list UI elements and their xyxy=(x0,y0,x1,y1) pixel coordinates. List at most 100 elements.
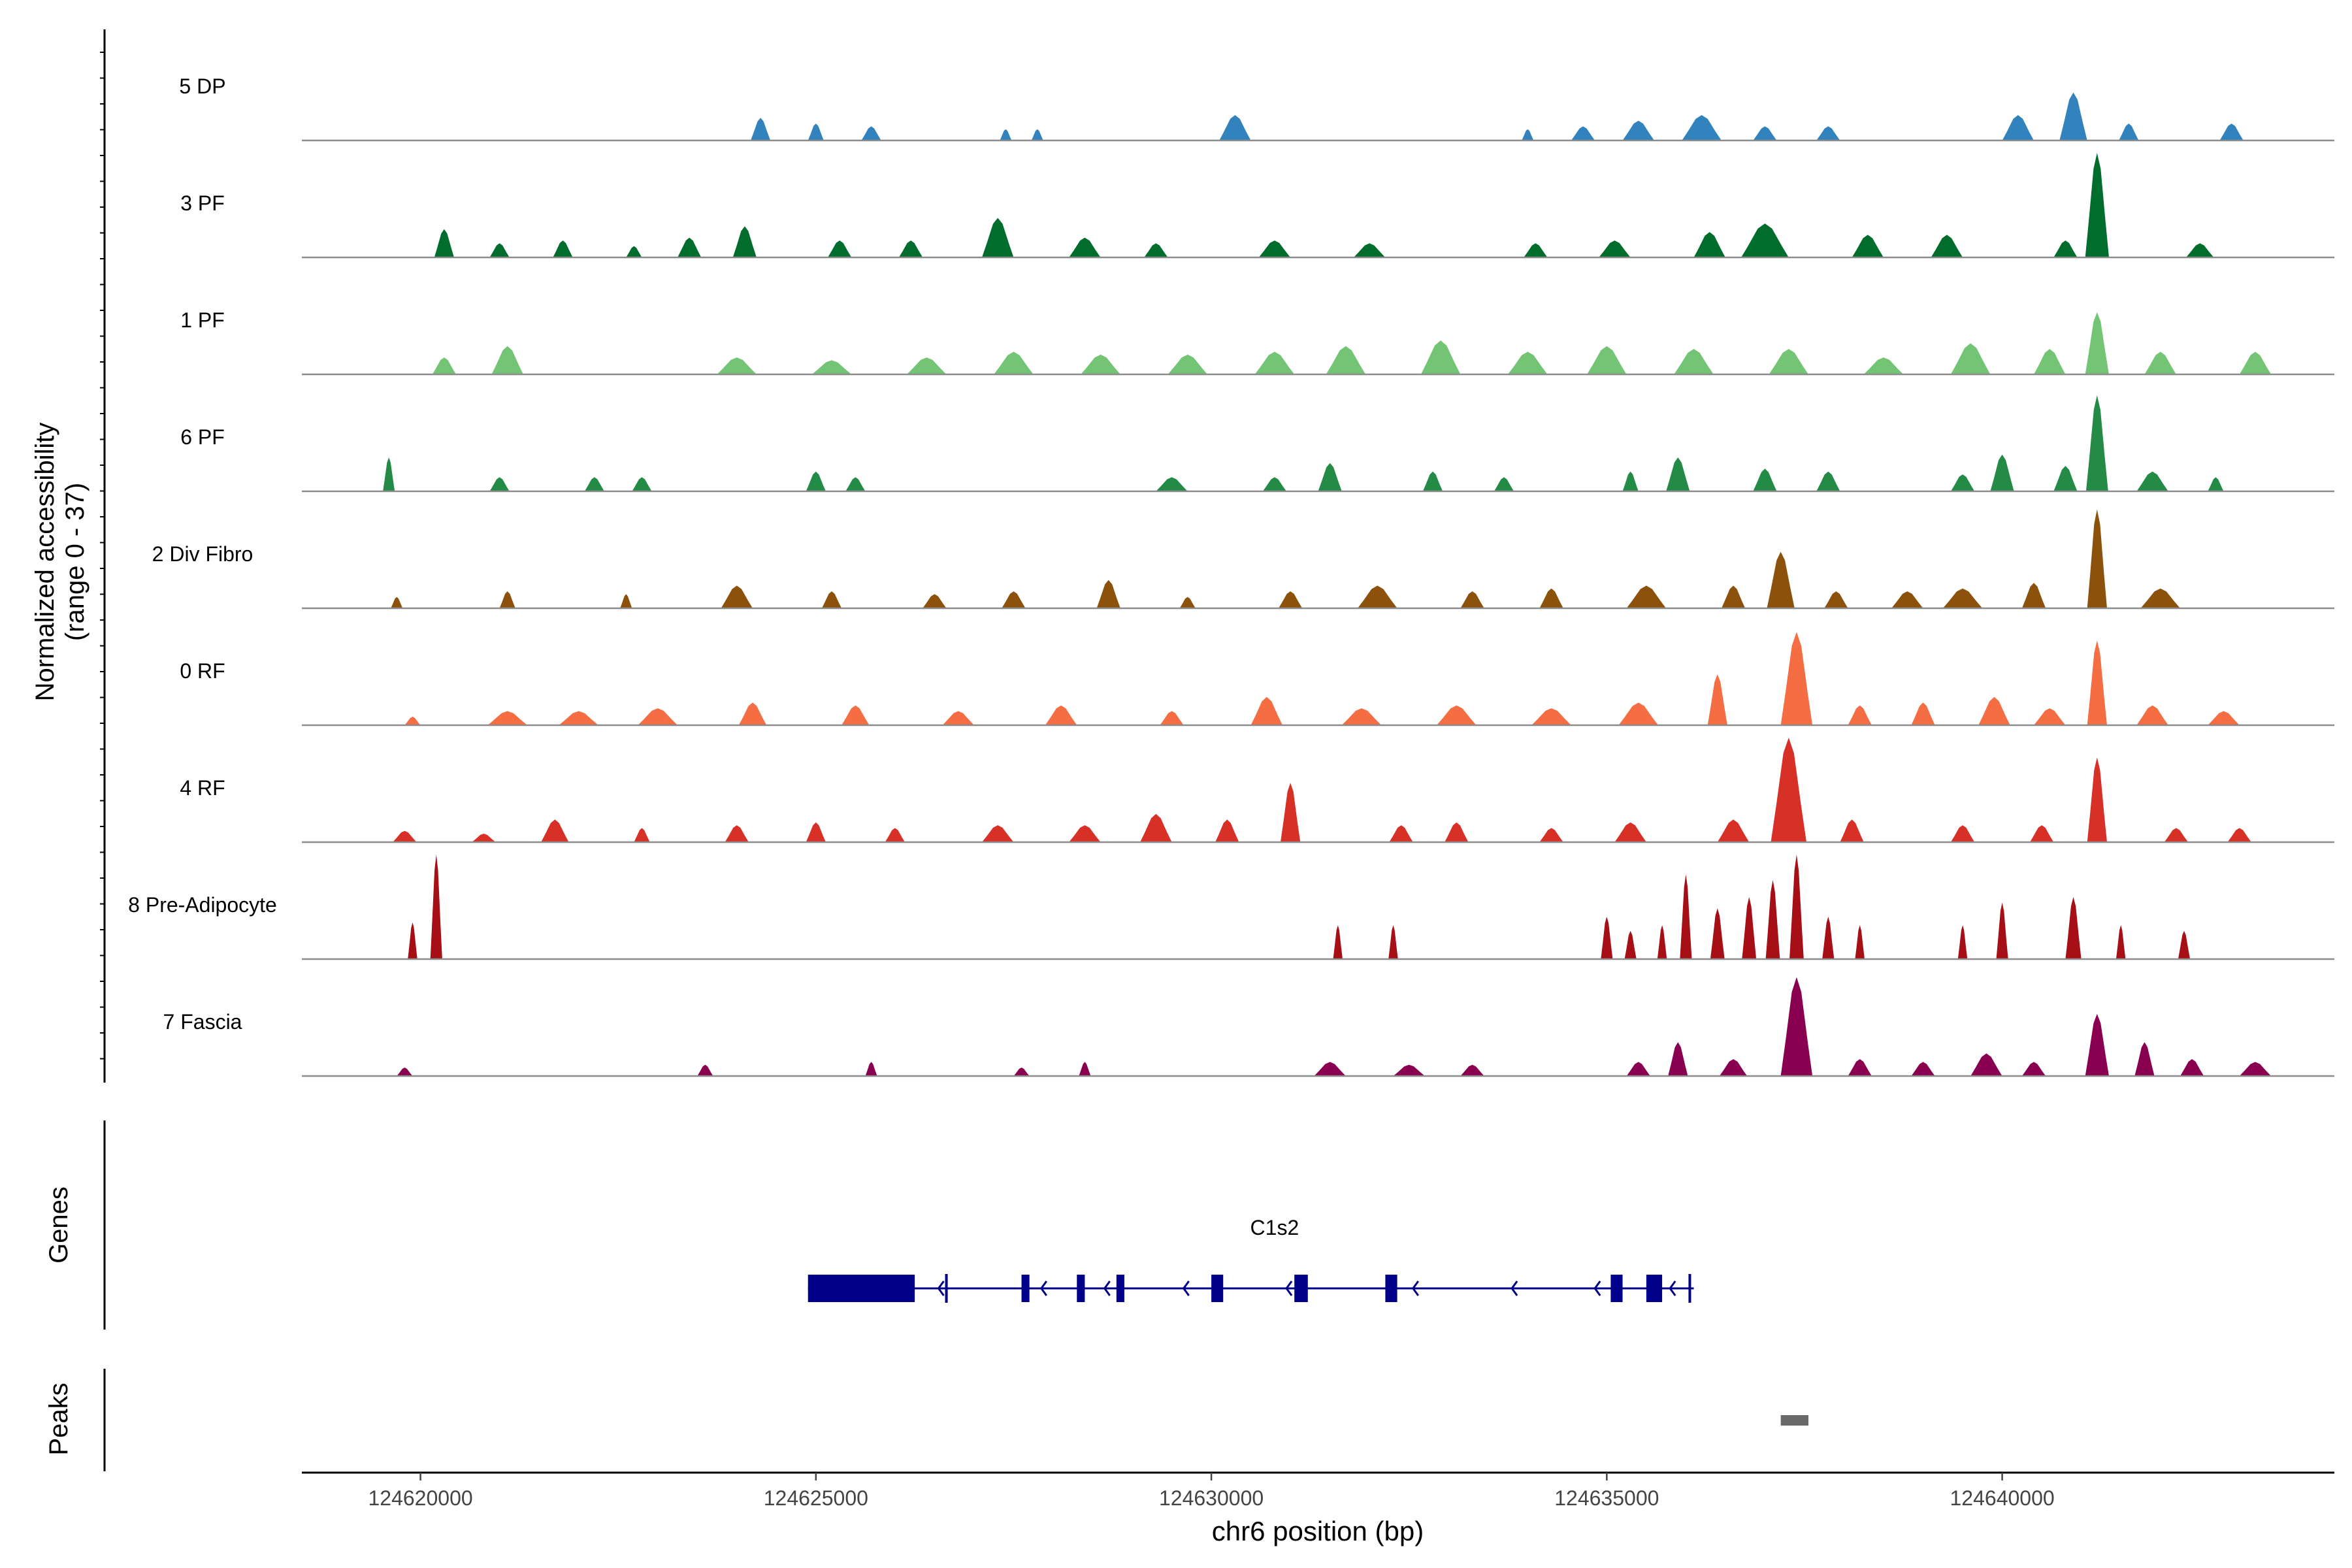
peak-0-rf-15 xyxy=(1780,632,1813,725)
peaks-panel-label: Peaks xyxy=(44,1382,73,1455)
x-tick-label-4: 124640000 xyxy=(1950,1486,2055,1510)
gene-exon-1 xyxy=(1021,1275,1030,1302)
peak-1-pf-8 xyxy=(1254,351,1295,374)
peak-8-pre-adipocyte-17 xyxy=(2115,925,2126,959)
peak-8-pre-adipocyte-5 xyxy=(1624,930,1637,959)
peak-0-rf-20 xyxy=(2087,640,2107,725)
peak-1-pf-14 xyxy=(1769,349,1808,374)
peak-5-dp-11 xyxy=(1816,126,1840,140)
track-1-pf: 1 PF xyxy=(180,308,2334,376)
gene-exon-6 xyxy=(1385,1275,1397,1302)
peak-6-pf-12 xyxy=(1666,457,1690,491)
peak-2-div-fibro-10 xyxy=(1358,585,1397,608)
peak-4-rf-0 xyxy=(393,830,417,842)
peak-6-pf-4 xyxy=(806,471,826,491)
peak-1-pf-18 xyxy=(2085,312,2109,374)
gene-exon-7 xyxy=(1610,1275,1623,1302)
peak-1-pf-3 xyxy=(811,360,852,374)
peak-2-div-fibro-11 xyxy=(1460,591,1484,608)
peak-4-rf-10 xyxy=(1215,819,1239,842)
peak-5-dp-3 xyxy=(1000,129,1012,140)
peak-2-div-fibro-17 xyxy=(1891,591,1923,608)
peak-1-pf-19 xyxy=(2144,351,2176,374)
peak-7-fascia-0 xyxy=(397,1068,413,1076)
peak-3-pf-13 xyxy=(1524,243,1548,257)
peak-1-pf-1 xyxy=(491,346,523,374)
peak-0-rf-13 xyxy=(1618,702,1658,725)
peak-7-fascia-16 xyxy=(2085,1013,2109,1076)
peak-2-div-fibro-20 xyxy=(2087,509,2107,608)
peak-6-pf-18 xyxy=(2085,395,2108,491)
peak-1-pf-6 xyxy=(1081,354,1120,374)
strand-arrow-2 xyxy=(1103,1281,1111,1296)
peak-5-dp-2 xyxy=(861,126,881,140)
track-label-1-pf: 1 PF xyxy=(180,308,225,332)
track-5-dp: 5 DP xyxy=(179,74,2334,142)
track-label-8-pre-adipocyte: 8 Pre-Adipocyte xyxy=(128,893,277,917)
strand-arrow-1 xyxy=(1039,1281,1048,1296)
strand-arrow-0 xyxy=(937,1281,945,1296)
peak-8-pre-adipocyte-16 xyxy=(2065,896,2082,959)
peak-5-dp-14 xyxy=(2119,123,2139,140)
peak-7-fascia-19 xyxy=(2239,1062,2272,1076)
peak-4-rf-2 xyxy=(541,819,569,842)
peak-7-fascia-3 xyxy=(1013,1068,1030,1076)
peak-2-div-fibro-2 xyxy=(620,594,632,608)
peak-5-dp-12 xyxy=(2002,115,2034,140)
peak-3-pf-16 xyxy=(1741,223,1789,257)
peak-4-rf-22 xyxy=(2164,828,2189,842)
gene-exon-5 xyxy=(1294,1275,1308,1302)
peak-0-rf-2 xyxy=(559,711,598,725)
peak-7-fascia-7 xyxy=(1460,1064,1484,1076)
peak-0-rf-1 xyxy=(487,711,527,725)
peak-4-rf-18 xyxy=(1840,819,1864,842)
peak-4-rf-9 xyxy=(1140,813,1172,842)
peak-2-div-fibro-14 xyxy=(1721,585,1746,608)
peak-6-pf-9 xyxy=(1422,471,1443,491)
peak-3-pf-6 xyxy=(828,240,852,257)
strand-arrow-5 xyxy=(1411,1281,1420,1296)
strand-arrow-4 xyxy=(1285,1281,1293,1296)
peak-2-div-fibro-16 xyxy=(1824,591,1848,608)
gene-exon-0 xyxy=(808,1275,915,1302)
called-peak-0 xyxy=(1780,1415,1809,1426)
gene-name-label: C1s2 xyxy=(1250,1216,1299,1239)
peak-0-rf-21 xyxy=(2136,705,2168,725)
peak-4-rf-17 xyxy=(1771,738,1806,842)
peak-5-dp-13 xyxy=(2059,92,2087,140)
peak-8-pre-adipocyte-1 xyxy=(430,855,442,959)
peak-4-rf-11 xyxy=(1281,783,1301,842)
peak-3-pf-14 xyxy=(1599,240,1631,257)
peak-1-pf-9 xyxy=(1326,346,1366,374)
peak-8-pre-adipocyte-3 xyxy=(1388,925,1398,959)
peak-5-dp-10 xyxy=(1753,126,1777,140)
peak-6-pf-1 xyxy=(489,477,510,491)
peak-3-pf-18 xyxy=(1931,235,1963,257)
peak-3-pf-5 xyxy=(732,226,757,257)
peak-1-pf-0 xyxy=(432,357,456,374)
gene-exon-3 xyxy=(1116,1275,1124,1302)
peak-2-div-fibro-15 xyxy=(1767,551,1795,608)
peak-0-rf-7 xyxy=(1045,705,1077,725)
track-label-7-fascia: 7 Fascia xyxy=(163,1010,242,1034)
peak-8-pre-adipocyte-6 xyxy=(1657,925,1667,959)
peak-4-rf-6 xyxy=(885,828,905,842)
peak-7-fascia-1 xyxy=(697,1064,713,1076)
peak-3-pf-8 xyxy=(982,218,1014,257)
peak-2-div-fibro-4 xyxy=(821,591,842,608)
peak-3-pf-17 xyxy=(1852,235,1884,257)
peak-2-div-fibro-0 xyxy=(391,596,403,608)
peak-5-dp-9 xyxy=(1682,115,1722,140)
x-axis-ticks: 124620000 124625000 124630000 124635000 1246… xyxy=(368,1473,2055,1510)
peak-8-pre-adipocyte-7 xyxy=(1680,874,1692,959)
peak-6-pf-11 xyxy=(1622,471,1639,491)
peak-2-div-fibro-9 xyxy=(1279,591,1303,608)
peak-6-pf-3 xyxy=(632,477,652,491)
peak-2-div-fibro-1 xyxy=(499,591,515,608)
y-axis-title-line2: (range 0 - 37) xyxy=(61,483,90,641)
peak-4-rf-16 xyxy=(1717,819,1750,842)
peak-7-fascia-2 xyxy=(865,1062,877,1076)
peak-8-pre-adipocyte-11 xyxy=(1789,855,1804,959)
peak-4-rf-7 xyxy=(982,825,1014,842)
track-label-2-div-fibro: 2 Div Fibro xyxy=(152,542,253,566)
